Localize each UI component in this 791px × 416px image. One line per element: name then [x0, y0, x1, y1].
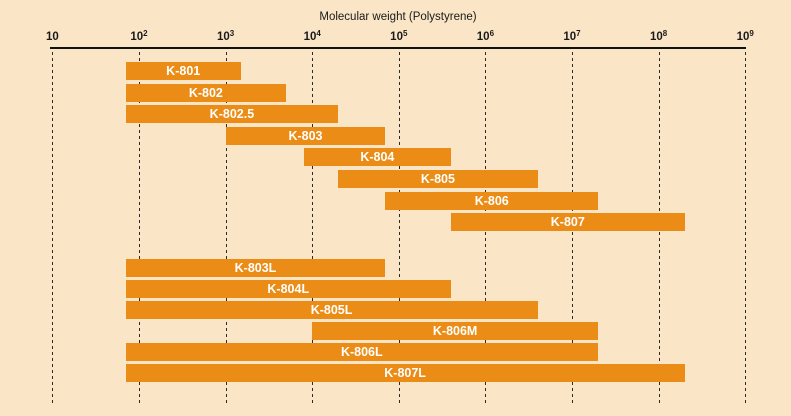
x-tick-label: 102: [130, 29, 148, 43]
range-bar-label: K-803: [288, 128, 323, 143]
range-bar-k-806l: K-806L: [125, 343, 599, 361]
range-bar-label: K-804: [360, 150, 395, 165]
x-tick-label: 103: [216, 29, 235, 43]
range-bar-label: K-807: [550, 215, 585, 230]
x-tick-label: 107: [563, 29, 581, 43]
range-bar-k-806: K-806: [385, 191, 599, 210]
decade-gridline: [398, 52, 400, 404]
x-tick-label: 10: [45, 31, 59, 43]
range-bar-k-802-5: K-802.5: [125, 105, 339, 124]
chart-title: Molecular weight (Polystyrene): [319, 11, 477, 23]
range-bar-label: K-802.5: [209, 107, 255, 122]
range-bar-k-807l: K-807L: [125, 364, 685, 382]
range-bar-label: K-806L: [340, 345, 383, 359]
range-bar-k-802: K-802: [125, 83, 287, 102]
x-tick-label: 106: [476, 29, 495, 43]
range-bar-k-801: K-801: [125, 62, 241, 80]
range-bar-k-805l: K-805L: [125, 301, 538, 319]
range-bar-k-807: K-807: [450, 213, 685, 232]
decade-gridline: [745, 52, 747, 404]
range-bar-k-803l: K-803L: [125, 259, 386, 277]
range-bar-label: K-802: [188, 85, 223, 100]
range-bar-label: K-807L: [384, 366, 426, 380]
range-bar-k-804l: K-804L: [125, 280, 451, 298]
range-bar-label: K-805L: [310, 303, 353, 317]
decade-gridline: [52, 52, 54, 404]
range-bar-label: K-801: [166, 64, 201, 78]
x-tick-label: 104: [303, 29, 321, 43]
decade-gridline: [312, 52, 314, 404]
decade-gridline: [139, 52, 140, 404]
range-bar-k-806m: K-806M: [312, 322, 599, 340]
x-axis-line: [50, 47, 746, 49]
range-bar-label: K-806M: [432, 324, 478, 338]
range-bar-k-803: K-803: [225, 126, 386, 145]
range-bar-k-805: K-805: [338, 170, 538, 188]
range-bar-k-804: K-804: [303, 148, 451, 167]
range-bar-label: K-804L: [267, 282, 310, 296]
x-tick-label: 109: [736, 29, 754, 43]
range-bar-label: K-803L: [234, 261, 277, 275]
decade-gridline: [225, 52, 227, 404]
x-tick-label: 108: [649, 29, 668, 43]
range-bar-label: K-805: [420, 172, 455, 186]
x-tick-label: 105: [390, 29, 408, 43]
range-bar-label: K-806: [474, 193, 509, 208]
